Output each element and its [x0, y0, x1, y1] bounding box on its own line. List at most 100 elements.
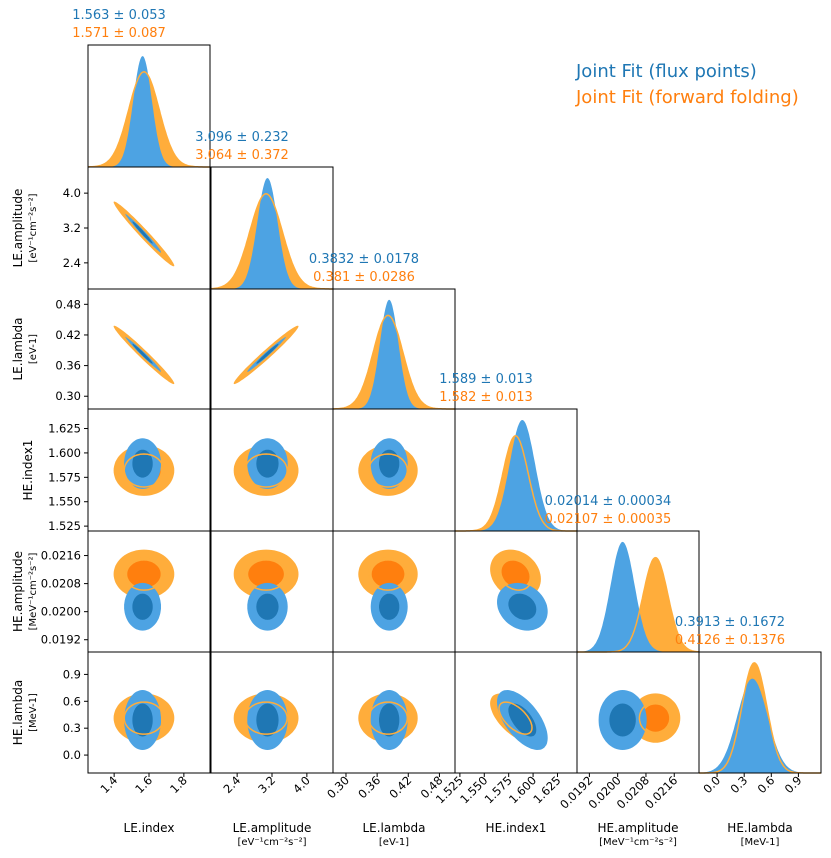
stat-forward-folding-HE.amplitude: 0.02107 ± 0.00035: [545, 512, 672, 527]
y-tick-label-HE.amplitude: 0.0192: [41, 633, 81, 647]
contour-line-forward-folding: [123, 335, 165, 375]
contour-1sigma-flux-points: [256, 449, 279, 478]
contour-line-forward-folding: [244, 557, 288, 591]
y-axis-unit-LE.amplitude: [eV⁻¹cm⁻²s⁻²]: [28, 193, 39, 262]
x-tick-label-LE.index: 1.8: [167, 773, 190, 796]
contour-1sigma-flux-points: [132, 221, 153, 244]
x-axis-unit-HE.lambda: [MeV-1]: [741, 837, 780, 848]
stat-forward-folding-HE.lambda: 0.4126 ± 0.1376: [675, 633, 785, 648]
marginal-forward-folding-line: [210, 193, 333, 290]
contour-line-forward-folding: [367, 453, 409, 488]
x-axis-label-LE.amplitude: LE.amplitude: [233, 821, 312, 835]
pair-panel-LE.index-vs-HE.lambda: [87, 651, 211, 774]
marginal-flux-points-fill: [577, 541, 699, 652]
y-tick-label-HE.amplitude: 0.0200: [41, 605, 81, 619]
x-tick-label-LE.amplitude: 4.0: [290, 773, 313, 796]
marginal-forward-folding-line: [88, 71, 210, 168]
stat-flux-points-HE.amplitude: 0.02014 ± 0.00034: [545, 494, 672, 509]
contour-line-forward-folding: [244, 335, 288, 375]
contour-1sigma-forward-folding: [127, 560, 161, 588]
contour-1sigma-forward-folding: [371, 560, 405, 588]
marginal-flux-points-fill: [455, 420, 577, 531]
pair-panel-LE.index-vs-LE.lambda: [87, 288, 211, 410]
y-axis-label-LE.amplitude: LE.amplitude: [11, 189, 25, 268]
y-tick-label-LE.lambda: 0.48: [55, 297, 81, 311]
pair-panel-LE.index-vs-LE.amplitude: [87, 166, 211, 290]
y-tick-label-HE.index1: 1.600: [48, 446, 81, 460]
y-tick-label-HE.lambda: 0.3: [63, 721, 81, 735]
diag-panel-HE.lambda: 0.3913 ± 0.1672 0.4126 ± 0.1376: [675, 615, 822, 774]
diag-panel-HE.index1: 1.589 ± 0.013 1.582 ± 0.013: [439, 372, 578, 532]
x-tick-label-HE.lambda: 0.9: [782, 773, 805, 796]
y-axis-label-HE.amplitude: HE.amplitude: [11, 551, 25, 632]
contour-1sigma-flux-points: [132, 343, 153, 364]
pair-panel-LE.index-vs-HE.index1: [87, 408, 211, 532]
y-axis-unit-HE.amplitude: [MeV⁻¹cm⁻²s⁻²]: [28, 553, 39, 631]
contour-1sigma-forward-folding: [501, 560, 530, 588]
legend-entry-forward-folding: Joint Fit (forward folding): [575, 87, 799, 108]
pair-panel-HE.amplitude-vs-HE.lambda: [576, 651, 700, 774]
y-axis-label-HE.lambda: HE.lambda: [11, 680, 25, 745]
y-axis-label-HE.index1: HE.index1: [21, 440, 35, 501]
marginal-forward-folding-line: [333, 314, 455, 410]
x-tick-label-LE.index: 1.6: [132, 773, 155, 796]
stat-flux-points-HE.index1: 1.589 ± 0.013: [439, 372, 533, 387]
x-tick-label-LE.lambda: 0.30: [324, 773, 352, 801]
contour-1sigma-flux-points: [379, 449, 400, 478]
x-axis-unit-HE.amplitude: [MeV⁻¹cm⁻²s⁻²]: [599, 837, 677, 848]
x-tick-label-LE.amplitude: 2.4: [220, 773, 243, 796]
contour-line-forward-folding: [638, 701, 673, 735]
x-axis-label-HE.index1: HE.index1: [486, 821, 547, 835]
stat-flux-points-HE.lambda: 0.3913 ± 0.1672: [675, 615, 785, 630]
x-axis-label-HE.lambda: HE.lambda: [727, 821, 792, 835]
y-axis-label-LE.lambda: LE.lambda: [11, 317, 25, 380]
pair-panel-LE.amplitude-vs-LE.lambda: [210, 288, 334, 410]
contour-line-forward-folding: [123, 212, 165, 256]
stat-flux-points-LE.amplitude: 3.096 ± 0.232: [195, 130, 289, 145]
panel-frame: [87, 166, 211, 290]
x-axis-label-HE.amplitude: HE.amplitude: [597, 821, 678, 835]
contour-1sigma-forward-folding: [248, 560, 284, 588]
stat-forward-folding-LE.lambda: 0.381 ± 0.0286: [313, 270, 415, 285]
y-tick-label-HE.amplitude: 0.0208: [41, 577, 81, 591]
contour-line-forward-folding: [123, 557, 165, 591]
contour-line-forward-folding: [123, 701, 165, 735]
contour-line-forward-folding: [244, 453, 288, 488]
panels-layer: 1.563 ± 0.053 1.571 ± 0.087 3.096 ± 0.232 3…: [11, 8, 822, 848]
legend: Joint Fit (flux points) Joint Fit (forwa…: [575, 61, 799, 108]
x-tick-label-LE.amplitude: 3.2: [255, 773, 278, 796]
pair-panel-LE.amplitude-vs-HE.index1: [210, 408, 334, 532]
x-tick-label-HE.lambda: 0.3: [727, 773, 750, 796]
y-tick-label-HE.index1: 1.550: [48, 495, 81, 509]
x-axis-unit-LE.amplitude: [eV⁻¹cm⁻²s⁻²]: [237, 837, 306, 848]
contour-1sigma-flux-points: [132, 449, 153, 478]
y-tick-label-LE.lambda: 0.36: [55, 359, 81, 373]
stat-forward-folding-LE.amplitude: 3.064 ± 0.372: [195, 148, 289, 163]
pair-panel-HE.index1-vs-HE.lambda: [454, 651, 578, 774]
y-tick-label-HE.lambda: 0.0: [63, 748, 81, 762]
y-axis-unit-HE.lambda: [MeV-1]: [28, 693, 39, 732]
panel-frame: [87, 288, 211, 410]
pair-panel-HE.index1-vs-HE.amplitude: [454, 530, 578, 653]
y-tick-label-HE.lambda: 0.9: [63, 667, 81, 681]
marginal-forward-folding-line: [455, 435, 577, 532]
contour-line-forward-folding: [498, 701, 533, 735]
stat-forward-folding-LE.index: 1.571 ± 0.087: [72, 26, 166, 41]
contour-1sigma-forward-folding: [641, 704, 670, 732]
contour-line-forward-folding: [123, 453, 165, 488]
pair-panel-LE.lambda-vs-HE.amplitude: [332, 530, 456, 653]
y-tick-label-LE.lambda: 0.42: [55, 328, 81, 342]
y-tick-label-HE.index1: 1.625: [48, 422, 81, 436]
stat-flux-points-LE.index: 1.563 ± 0.053: [72, 8, 166, 23]
contour-1sigma-flux-points: [256, 703, 279, 737]
y-tick-label-LE.amplitude: 4.0: [63, 186, 81, 200]
pair-panel-LE.amplitude-vs-HE.lambda: [210, 651, 334, 774]
marginal-flux-points-fill: [333, 299, 455, 409]
contour-line-forward-folding: [498, 557, 533, 591]
x-tick-label-HE.lambda: 0.6: [755, 773, 778, 796]
contour-1sigma-flux-points: [132, 703, 153, 737]
contour-1sigma-flux-points: [132, 593, 153, 620]
marginal-flux-points-fill: [211, 178, 333, 289]
panel-frame: [576, 651, 700, 774]
